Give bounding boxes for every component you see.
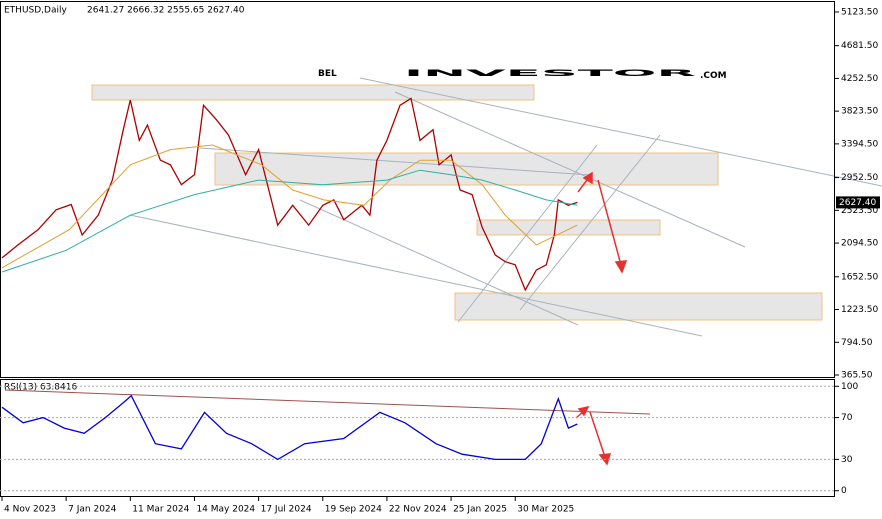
y-tick-label: 0 (841, 486, 847, 496)
y-tick-label: 2523.50 (841, 206, 878, 216)
arrow-head (577, 405, 590, 417)
rsi-title: RSI(13) 63.8416 (4, 383, 77, 393)
x-tick-label: 22 Nov 2024 (389, 505, 447, 515)
x-tick-label: 25 Jan 2025 (453, 505, 507, 515)
logo-main: INVESTOR (404, 69, 696, 79)
ohlc: 2641.27 2666.32 2555.65 2627.40 (87, 6, 245, 16)
arrows (575, 171, 628, 466)
y-tick-label: 100 (841, 382, 858, 392)
trendline (457, 144, 598, 323)
logo-left: BEL (318, 69, 337, 79)
y-tick-label: 30 (841, 455, 853, 465)
chart-title: ETHUSD,Daily (4, 6, 67, 16)
y-tick-label: 4681.50 (841, 41, 878, 51)
zone (91, 84, 535, 101)
trendline (199, 147, 591, 176)
arrow-head (614, 260, 628, 274)
y-tick-label: 3394.50 (841, 139, 878, 149)
arrow (597, 179, 622, 266)
trendline (519, 134, 661, 311)
series-line (1, 97, 578, 292)
y-tick-label: 2952.50 (841, 173, 878, 183)
price-tag-label: 2627.40 (839, 198, 876, 208)
y-tick-label: 4252.50 (841, 74, 878, 84)
trendline (129, 214, 703, 337)
logo-right: .COM (700, 71, 727, 81)
rsi-frame (0, 379, 835, 497)
zone (214, 152, 719, 186)
zone (476, 219, 661, 236)
y-tick-label: 3823.50 (841, 107, 878, 117)
main-frame (0, 1, 835, 378)
trendlines (129, 77, 882, 337)
trendline (394, 91, 746, 248)
x-tick-label: 17 Jul 2024 (261, 505, 312, 515)
zone (454, 292, 823, 321)
y-tick-label: 794.50 (841, 338, 873, 348)
y-tick-label: 1223.50 (841, 305, 878, 315)
series-line (1, 394, 578, 461)
price-tag (836, 196, 880, 209)
series-line (1, 144, 578, 269)
x-tick-label: 30 Mar 2025 (517, 505, 574, 515)
trendline (299, 199, 579, 326)
x-tick-label: 4 Nov 2023 (4, 505, 56, 515)
trendline (359, 77, 882, 187)
rsi-trendline (4, 389, 651, 415)
x-tick-label: 7 Jan 2024 (68, 505, 116, 515)
y-tick-label: 365.50 (841, 370, 873, 380)
y-tick-label: 70 (841, 413, 853, 423)
y-tick-label: 1652.50 (841, 272, 878, 282)
y-tick-label: 5123.50 (841, 7, 878, 17)
x-tick-label: 14 May 2024 (196, 505, 255, 515)
y-tick-label: 2094.50 (841, 239, 878, 249)
x-tick-label: 19 Sep 2024 (325, 505, 382, 515)
arrow (589, 411, 606, 458)
series-line (1, 169, 578, 273)
x-tick-label: 11 Mar 2024 (132, 505, 189, 515)
arrow-head (582, 171, 593, 185)
